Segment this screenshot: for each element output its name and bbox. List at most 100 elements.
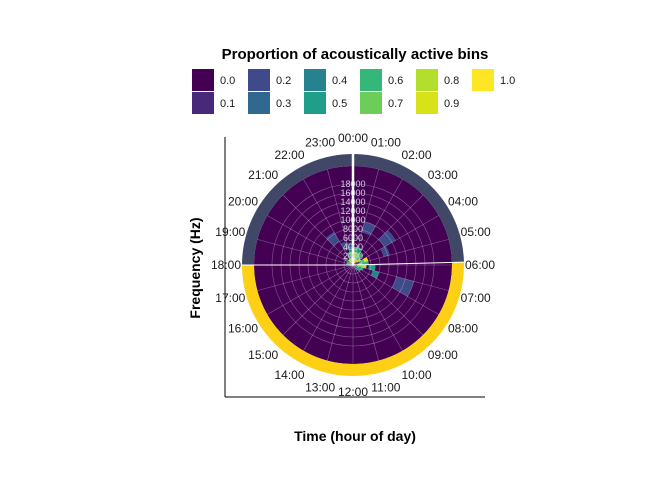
heatmap-cell bbox=[361, 260, 369, 265]
grid-spoke bbox=[352, 169, 379, 266]
x-tick-label: 16:00 bbox=[228, 322, 258, 336]
heatmap-cell bbox=[343, 257, 350, 263]
x-tick-label: 15:00 bbox=[248, 348, 278, 362]
grid-spoke bbox=[352, 264, 439, 315]
legend-label: 0.2 bbox=[276, 75, 291, 87]
grid-spoke bbox=[352, 264, 403, 351]
grid-spoke bbox=[352, 264, 449, 291]
grid-spoke bbox=[352, 215, 439, 266]
x-tick-label: 11:00 bbox=[371, 381, 400, 395]
x-tick-label: 05:00 bbox=[461, 225, 491, 239]
heatmap-cell bbox=[368, 265, 376, 271]
legend-label: 0.0 bbox=[220, 75, 235, 87]
legend-key-0-2 bbox=[248, 69, 270, 91]
heatmap-cell bbox=[357, 265, 362, 268]
grid-spoke bbox=[327, 169, 354, 266]
heatmap-cell bbox=[349, 258, 353, 264]
legend: 0.0 0.1 0.2 0.3 0.4 0.5 0.6 0.7 0.8 0.9 1.0 bbox=[192, 69, 515, 114]
polar-panel: 2000400060008000100001200014000160001800… bbox=[211, 131, 495, 399]
heatmap-cell bbox=[391, 276, 414, 297]
heatmap-cell bbox=[370, 270, 380, 279]
x-tick-label: 17:00 bbox=[215, 291, 245, 305]
grid-spoke bbox=[303, 264, 354, 351]
grid-spoke bbox=[352, 264, 424, 336]
heatmap-cell bbox=[354, 251, 360, 260]
legend-label: 0.5 bbox=[332, 98, 347, 110]
x-tick-label: 12:00 bbox=[338, 385, 368, 399]
legend-label: 0.7 bbox=[388, 98, 403, 110]
heatmap-cell bbox=[353, 258, 357, 264]
legend-key-0-5 bbox=[304, 92, 326, 114]
legend-key-0-3 bbox=[248, 92, 270, 114]
y-tick-label: 12000 bbox=[340, 206, 365, 216]
legend-key-0-8 bbox=[416, 69, 438, 91]
legend-key-0-7 bbox=[360, 92, 382, 114]
y-tick-label: 2000 bbox=[343, 251, 363, 261]
x-tick-label: 14:00 bbox=[274, 368, 304, 382]
heatmap-cell bbox=[356, 267, 361, 272]
x-tick-label: 07:00 bbox=[461, 291, 491, 305]
heatmap-cell bbox=[361, 221, 376, 236]
legend-key-0-4 bbox=[304, 69, 326, 91]
plot-axes bbox=[224, 137, 485, 398]
heatmap-cell bbox=[356, 253, 363, 261]
grid-spoke bbox=[352, 194, 424, 266]
grid-spoke bbox=[257, 264, 354, 291]
y-tick-label: 4000 bbox=[343, 242, 363, 252]
heatmap-cell bbox=[348, 259, 352, 264]
legend-key-1-0 bbox=[472, 69, 494, 91]
legend-label: 0.3 bbox=[276, 98, 291, 110]
x-tick-label: 00:00 bbox=[338, 131, 368, 145]
legend-label: 0.9 bbox=[444, 98, 459, 110]
heatmap-cell bbox=[346, 261, 352, 265]
legend-label: 0.4 bbox=[332, 75, 347, 87]
legend-key-0-1 bbox=[192, 92, 214, 114]
legend-key-0-6 bbox=[360, 69, 382, 91]
grid-spoke bbox=[327, 264, 354, 361]
grid-spoke bbox=[282, 264, 354, 336]
x-tick-label: 02:00 bbox=[401, 148, 431, 162]
y-tick-label: 18000 bbox=[340, 179, 365, 189]
x-tick-label: 23:00 bbox=[305, 135, 335, 149]
x-tick-label: 01:00 bbox=[371, 135, 401, 149]
x-tick-label: 04:00 bbox=[448, 195, 478, 209]
heatmap-cell bbox=[380, 245, 390, 257]
legend-label: 0.8 bbox=[444, 75, 459, 87]
x-axis-title: Time (hour of day) bbox=[294, 428, 416, 444]
x-tick-label: 06:00 bbox=[465, 258, 495, 272]
heatmap-cell bbox=[358, 266, 364, 271]
y-tick-label: 6000 bbox=[343, 233, 363, 243]
grid-spoke bbox=[303, 179, 354, 266]
y-tick-label: 16000 bbox=[340, 188, 365, 198]
heatmap-cell bbox=[358, 259, 364, 264]
grid-spoke bbox=[352, 239, 449, 266]
heatmap-cell bbox=[362, 257, 369, 263]
x-tick-label: 20:00 bbox=[228, 195, 258, 209]
legend-label: 0.6 bbox=[388, 75, 403, 87]
legend-title: Proportion of acoustically active bins bbox=[222, 46, 489, 63]
heatmap-cell bbox=[361, 265, 367, 269]
y-axis-title: Frequency (Hz) bbox=[187, 217, 203, 318]
heatmap-cell bbox=[356, 258, 361, 263]
heatmap-cell bbox=[346, 251, 352, 260]
x-tick-label: 22:00 bbox=[274, 148, 304, 162]
heatmap-cell bbox=[340, 241, 349, 252]
daylight-ring-day bbox=[242, 262, 464, 376]
grid-spoke bbox=[352, 179, 403, 266]
grid-spoke bbox=[267, 264, 354, 315]
x-tick-label: 08:00 bbox=[448, 322, 478, 336]
x-tick-label: 13:00 bbox=[305, 381, 335, 395]
legend-label: 1.0 bbox=[500, 75, 515, 87]
x-tick-label: 21:00 bbox=[248, 168, 278, 182]
sunrise-line bbox=[352, 261, 464, 266]
heatmap-cell bbox=[325, 231, 340, 246]
heatmap-cell bbox=[378, 229, 396, 247]
daylight-ring-night bbox=[241, 153, 464, 265]
heatmap-cell bbox=[354, 265, 360, 269]
legend-key-0-0 bbox=[192, 69, 214, 91]
y-tick-label: 10000 bbox=[340, 215, 365, 225]
y-tick-label: 8000 bbox=[343, 224, 363, 234]
grid-spoke bbox=[257, 239, 354, 266]
